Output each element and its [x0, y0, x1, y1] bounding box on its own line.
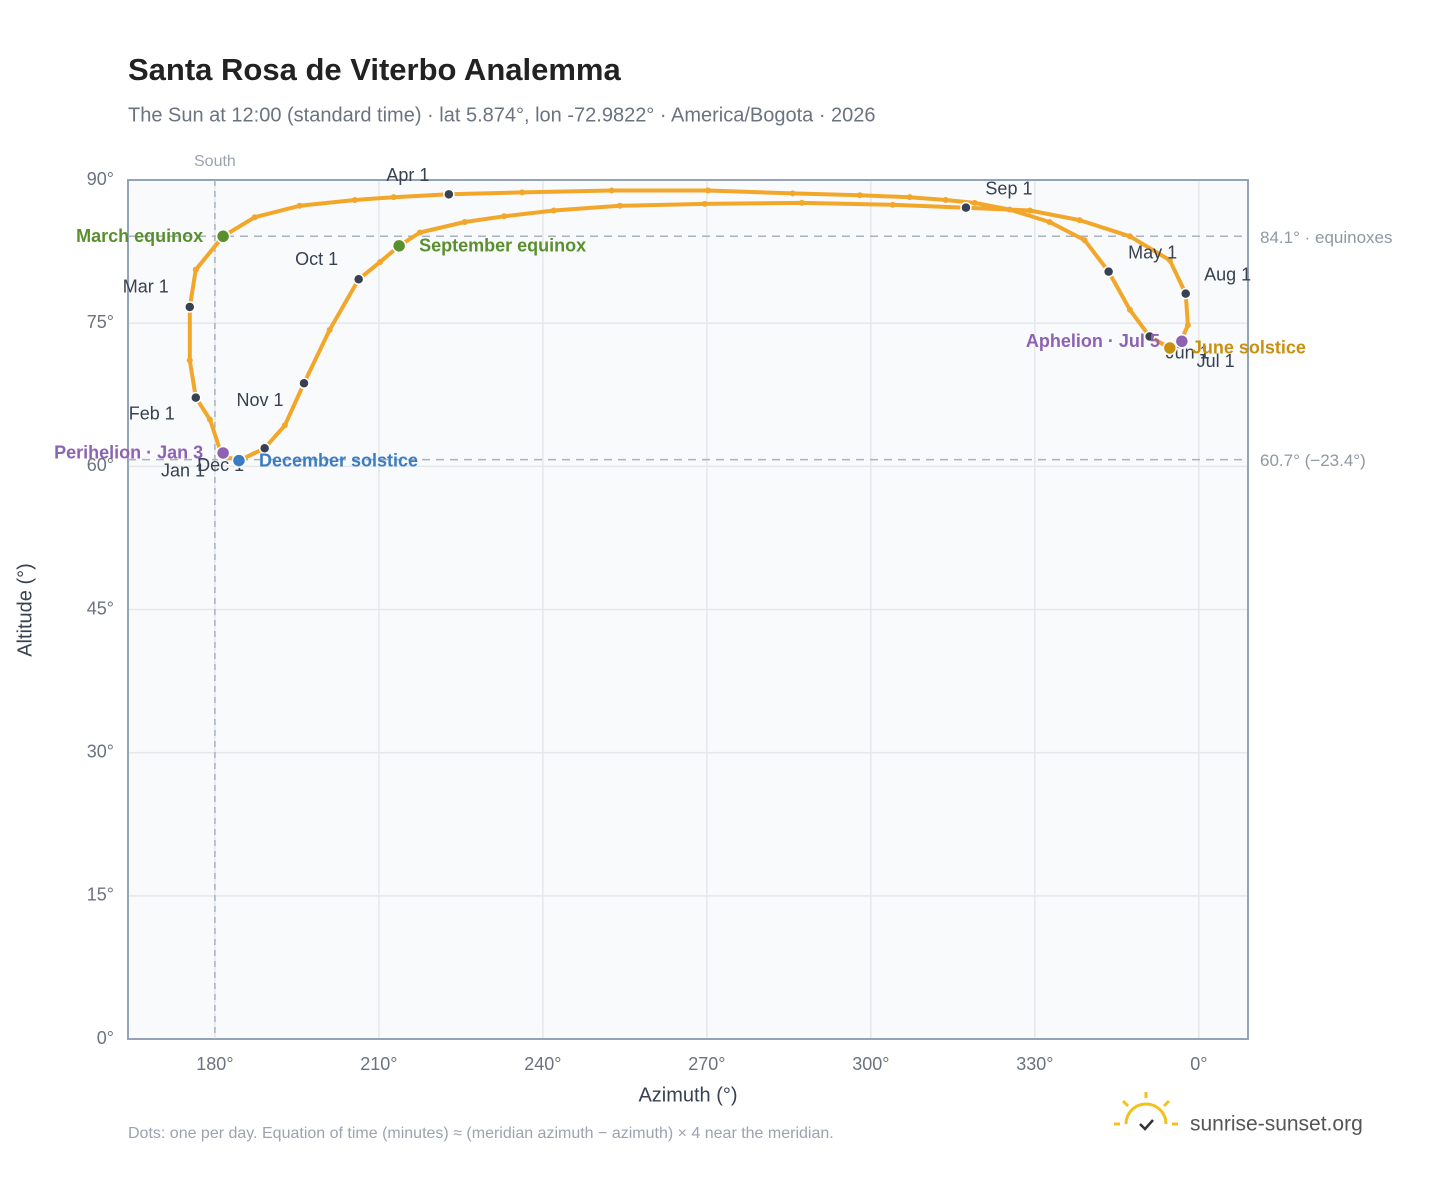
day-dot — [186, 357, 193, 364]
day-dot — [1126, 233, 1133, 240]
marker-label: Sep 1 — [985, 178, 1032, 198]
marker-label: Apr 1 — [386, 165, 429, 185]
day-dot — [1081, 237, 1088, 244]
x-tick-label: 210° — [360, 1054, 397, 1074]
day-dot — [296, 202, 303, 209]
marker-label: December solstice — [259, 450, 418, 470]
y-tick-label: 45° — [87, 598, 114, 618]
footnote: Dots: one per day. Equation of time (min… — [128, 1125, 834, 1142]
x-tick-label: 300° — [852, 1054, 889, 1074]
marker-label: Aug 1 — [1204, 264, 1251, 284]
marker — [391, 238, 407, 254]
y-tick-label: 60° — [87, 455, 114, 475]
day-dot — [251, 214, 258, 221]
marker-label: September equinox — [419, 236, 586, 256]
day-dot — [1006, 206, 1013, 213]
day-dot — [351, 197, 358, 204]
marker — [1179, 287, 1192, 300]
reference-label: 84.1° · equinoxes — [1260, 228, 1393, 247]
marker — [1102, 265, 1115, 278]
marker — [184, 301, 196, 313]
marker-label: Aphelion · Jul 5 — [1026, 331, 1160, 351]
day-dot — [206, 416, 213, 423]
y-tick-label: 90° — [87, 169, 114, 189]
y-tick-label: 15° — [87, 885, 114, 905]
marker — [215, 229, 231, 244]
marker — [258, 442, 271, 454]
marker-label: Nov 1 — [236, 390, 283, 410]
marker — [352, 273, 365, 286]
reference-label: South — [194, 153, 236, 170]
day-dot — [1046, 218, 1053, 225]
x-tick-label: 270° — [688, 1054, 725, 1074]
day-dot — [906, 194, 913, 201]
x-axis-title: Azimuth (°) — [638, 1084, 737, 1106]
y-axis-title: Altitude (°) — [14, 563, 36, 657]
y-tick-label: 0° — [97, 1028, 114, 1048]
marker — [231, 453, 247, 468]
x-tick-label: 180° — [196, 1054, 233, 1074]
brand: sunrise-sunset.org — [1190, 1113, 1363, 1136]
marker — [1174, 334, 1190, 349]
day-dot — [416, 229, 423, 236]
day-dot — [1166, 257, 1173, 264]
marker-label: June solstice — [1192, 338, 1306, 358]
day-dot — [798, 199, 805, 206]
day-dot — [550, 207, 557, 214]
day-dot — [390, 194, 397, 201]
day-dot — [281, 422, 288, 429]
marker — [1143, 330, 1156, 343]
marker-label: Jan 1 — [161, 461, 205, 481]
day-dot — [1184, 322, 1191, 329]
day-dot — [704, 187, 711, 194]
marker-label: Feb 1 — [129, 403, 175, 423]
day-dot — [856, 192, 863, 199]
day-dot — [1126, 306, 1133, 313]
chart-title: Santa Rosa de Viterbo Analemma — [128, 52, 621, 87]
day-dot — [1026, 207, 1033, 214]
x-tick-label: 330° — [1016, 1054, 1053, 1074]
day-dot — [326, 326, 333, 333]
day-dot — [616, 202, 623, 209]
marker-label: Oct 1 — [295, 249, 338, 269]
day-dot — [519, 189, 526, 196]
brand-icon — [1114, 1092, 1178, 1131]
day-dot — [942, 197, 949, 204]
reference-label: 60.7° (−23.4°) — [1260, 451, 1366, 470]
day-dot — [192, 266, 199, 273]
x-tick-label: 240° — [524, 1054, 561, 1074]
marker-label: May 1 — [1128, 242, 1177, 262]
marker — [443, 188, 455, 201]
chart-subtitle: The Sun at 12:00 (standard time) · lat 5… — [128, 104, 876, 126]
marker-label: Jul 1 — [1197, 351, 1235, 371]
x-tick-label: 0° — [1190, 1054, 1207, 1074]
day-dot — [608, 187, 615, 194]
marker — [960, 201, 972, 214]
marker-label: Perihelion · Jan 3 — [54, 443, 203, 463]
day-dot — [461, 218, 468, 225]
day-dot — [789, 190, 796, 197]
marker — [190, 391, 202, 404]
analemma-path — [187, 188, 1190, 463]
day-dot — [971, 199, 978, 206]
marker — [298, 377, 310, 390]
y-tick-label: 75° — [87, 312, 114, 332]
y-tick-label: 30° — [87, 741, 114, 761]
day-dot — [889, 201, 896, 208]
day-dot — [1076, 217, 1083, 224]
marker-label: Mar 1 — [123, 277, 169, 297]
plot-border — [127, 179, 1249, 1040]
day-dot — [376, 259, 383, 266]
marker-label: March equinox — [76, 226, 203, 246]
marker — [215, 445, 231, 461]
day-dot — [501, 213, 508, 220]
day-dot — [701, 200, 708, 207]
marker — [1162, 340, 1178, 356]
